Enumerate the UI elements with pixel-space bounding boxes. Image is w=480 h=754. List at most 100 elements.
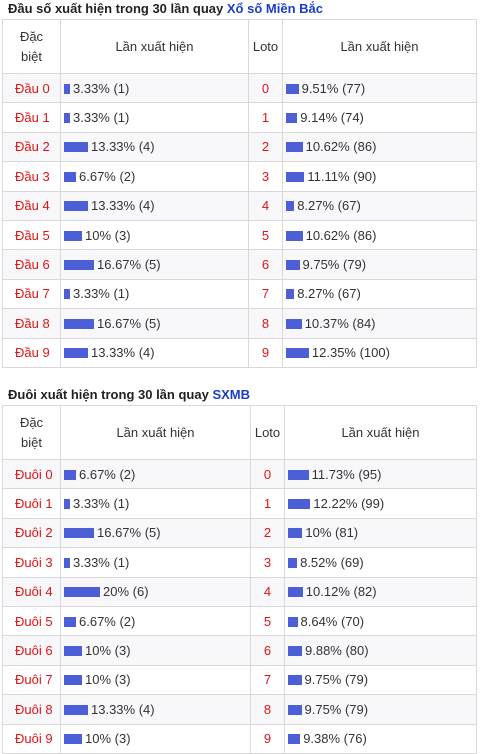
dau-loto-bar xyxy=(286,260,300,271)
dau-special-value: 3.33% (1) xyxy=(73,286,130,302)
dau-label: Đầu 4 xyxy=(2,190,61,221)
duoi-loto-cell: 9.75% (79) xyxy=(284,664,477,696)
dau-header-count: Lần xuất hiện xyxy=(60,19,249,74)
duoi-section: Đuôi xuất hiện trong 30 lần quay SXMB Đặ… xyxy=(0,386,477,754)
duoi-row: Đuôi 6 10% (3) 6 9.88% (80) xyxy=(2,635,477,666)
duoi-header-special: Đặc biệt xyxy=(2,405,61,460)
dau-loto-number: 0 xyxy=(248,72,283,104)
duoi-row: Đuôi 0 6.67% (2) 0 11.73% (95) xyxy=(2,458,477,490)
dau-special-cell: 13.33% (4) xyxy=(60,337,249,368)
duoi-header-loto: Loto xyxy=(250,405,285,460)
dau-label: Đầu 0 xyxy=(2,72,61,104)
dau-label: Đầu 3 xyxy=(2,161,61,192)
duoi-label: Đuôi 8 xyxy=(2,694,61,725)
dau-special-cell: 13.33% (4) xyxy=(60,131,249,163)
dau-title: Đầu số xuất hiện trong 30 lần quay Xổ số… xyxy=(0,0,477,18)
duoi-loto-value: 12.22% (99) xyxy=(313,496,385,512)
duoi-label: Đuôi 0 xyxy=(2,458,61,490)
duoi-loto-bar xyxy=(288,675,302,686)
duoi-loto-number: 2 xyxy=(250,517,285,549)
dau-label: Đầu 8 xyxy=(2,308,61,339)
dau-special-cell: 6.67% (2) xyxy=(60,161,249,192)
dau-special-bar xyxy=(64,348,88,359)
dau-loto-value: 8.27% (67) xyxy=(297,198,361,214)
duoi-special-cell: 16.67% (5) xyxy=(60,517,251,549)
duoi-special-value: 3.33% (1) xyxy=(73,554,130,570)
duoi-loto-bar xyxy=(288,616,298,627)
duoi-loto-number: 7 xyxy=(250,664,285,696)
duoi-special-value: 6.67% (2) xyxy=(79,613,136,629)
dau-loto-cell: 10.62% (86) xyxy=(282,219,477,251)
dau-special-cell: 3.33% (1) xyxy=(60,278,249,310)
duoi-loto-bar xyxy=(288,587,303,598)
dau-loto-number: 4 xyxy=(248,190,283,221)
dau-loto-value: 10.62% (86) xyxy=(305,227,377,243)
dau-special-value: 16.67% (5) xyxy=(97,257,161,273)
duoi-title-link[interactable]: SXMB xyxy=(212,387,250,402)
duoi-special-bar xyxy=(64,646,82,657)
dau-loto-number: 6 xyxy=(248,249,283,280)
duoi-label: Đuôi 6 xyxy=(2,635,61,666)
dau-special-bar xyxy=(64,260,94,271)
dau-row: Đầu 6 16.67% (5) 6 9.75% (79) xyxy=(2,249,477,280)
duoi-row: Đuôi 5 6.67% (2) 5 8.64% (70) xyxy=(2,605,477,637)
dau-row: Đầu 3 6.67% (2) 3 11.11% (90) xyxy=(2,161,477,192)
duoi-loto-value: 8.52% (69) xyxy=(300,554,364,570)
dau-special-bar xyxy=(64,171,76,182)
duoi-special-cell: 13.33% (4) xyxy=(60,694,251,725)
dau-loto-cell: 9.75% (79) xyxy=(282,249,477,280)
dau-special-value: 13.33% (4) xyxy=(91,139,155,155)
duoi-loto-cell: 9.88% (80) xyxy=(284,635,477,666)
dau-special-value: 13.33% (4) xyxy=(91,198,155,214)
duoi-special-value: 10% (3) xyxy=(85,672,131,688)
dau-special-bar xyxy=(64,113,70,124)
dau-title-text: Đầu số xuất hiện trong 30 lần quay xyxy=(8,1,224,16)
dau-loto-bar xyxy=(286,83,299,94)
dau-special-value: 3.33% (1) xyxy=(73,110,130,126)
duoi-special-value: 10% (3) xyxy=(85,731,131,747)
dau-header-loto-count: Lần xuất hiện xyxy=(282,19,477,74)
dau-loto-number: 5 xyxy=(248,219,283,251)
dau-loto-value: 10.37% (84) xyxy=(304,315,376,331)
duoi-row: Đuôi 9 10% (3) 9 9.38% (76) xyxy=(2,723,477,754)
duoi-title-text: Đuôi xuất hiện trong 30 lần quay xyxy=(8,387,209,402)
duoi-header-loto-count: Lần xuất hiện xyxy=(284,405,477,460)
duoi-loto-bar xyxy=(288,499,311,510)
dau-title-link[interactable]: Xổ số Miền Bắc xyxy=(226,1,323,16)
dau-special-bar xyxy=(64,289,70,300)
dau-loto-number: 3 xyxy=(248,161,283,192)
duoi-special-bar xyxy=(64,734,82,745)
duoi-special-value: 10% (3) xyxy=(85,643,131,659)
duoi-special-bar xyxy=(64,675,82,686)
dau-label: Đầu 5 xyxy=(2,219,61,251)
duoi-special-value: 13.33% (4) xyxy=(91,701,155,717)
duoi-loto-cell: 12.22% (99) xyxy=(284,488,477,519)
duoi-loto-cell: 8.64% (70) xyxy=(284,605,477,637)
dau-loto-cell: 11.11% (90) xyxy=(282,161,477,192)
duoi-label: Đuôi 4 xyxy=(2,576,61,607)
duoi-loto-value: 10% (81) xyxy=(305,525,359,541)
duoi-special-cell: 20% (6) xyxy=(60,576,251,607)
duoi-special-value: 6.67% (2) xyxy=(79,466,136,482)
duoi-special-cell: 10% (3) xyxy=(60,635,251,666)
duoi-loto-value: 8.64% (70) xyxy=(300,613,365,629)
dau-special-cell: 13.33% (4) xyxy=(60,190,249,221)
duoi-label: Đuôi 9 xyxy=(2,723,61,754)
duoi-loto-cell: 9.75% (79) xyxy=(284,694,477,725)
duoi-loto-number: 6 xyxy=(250,635,285,666)
duoi-table: Đặc biệt Lần xuất hiện Loto Lần xuất hiệ… xyxy=(2,405,477,754)
duoi-row: Đuôi 8 13.33% (4) 8 9.75% (79) xyxy=(2,694,477,725)
dau-header-special: Đặc biệt xyxy=(2,19,61,74)
duoi-loto-number: 9 xyxy=(250,723,285,754)
dau-loto-value: 9.51% (77) xyxy=(301,80,366,96)
dau-loto-bar xyxy=(286,171,305,182)
duoi-special-bar xyxy=(64,469,76,480)
dau-loto-value: 11.11% (90) xyxy=(307,168,377,184)
duoi-label: Đuôi 3 xyxy=(2,547,61,578)
duoi-table-body: Đuôi 0 6.67% (2) 0 11.73% (95) Đuôi 1 3.33% (… xyxy=(2,458,477,754)
duoi-special-bar xyxy=(64,587,100,598)
dau-table-body: Đầu 0 3.33% (1) 0 9.51% (77) Đầu 1 3.33% (1) 1… xyxy=(2,72,477,368)
duoi-loto-cell: 9.38% (76) xyxy=(284,723,477,754)
dau-special-bar xyxy=(64,142,88,153)
dau-special-value: 10% (3) xyxy=(85,227,131,243)
